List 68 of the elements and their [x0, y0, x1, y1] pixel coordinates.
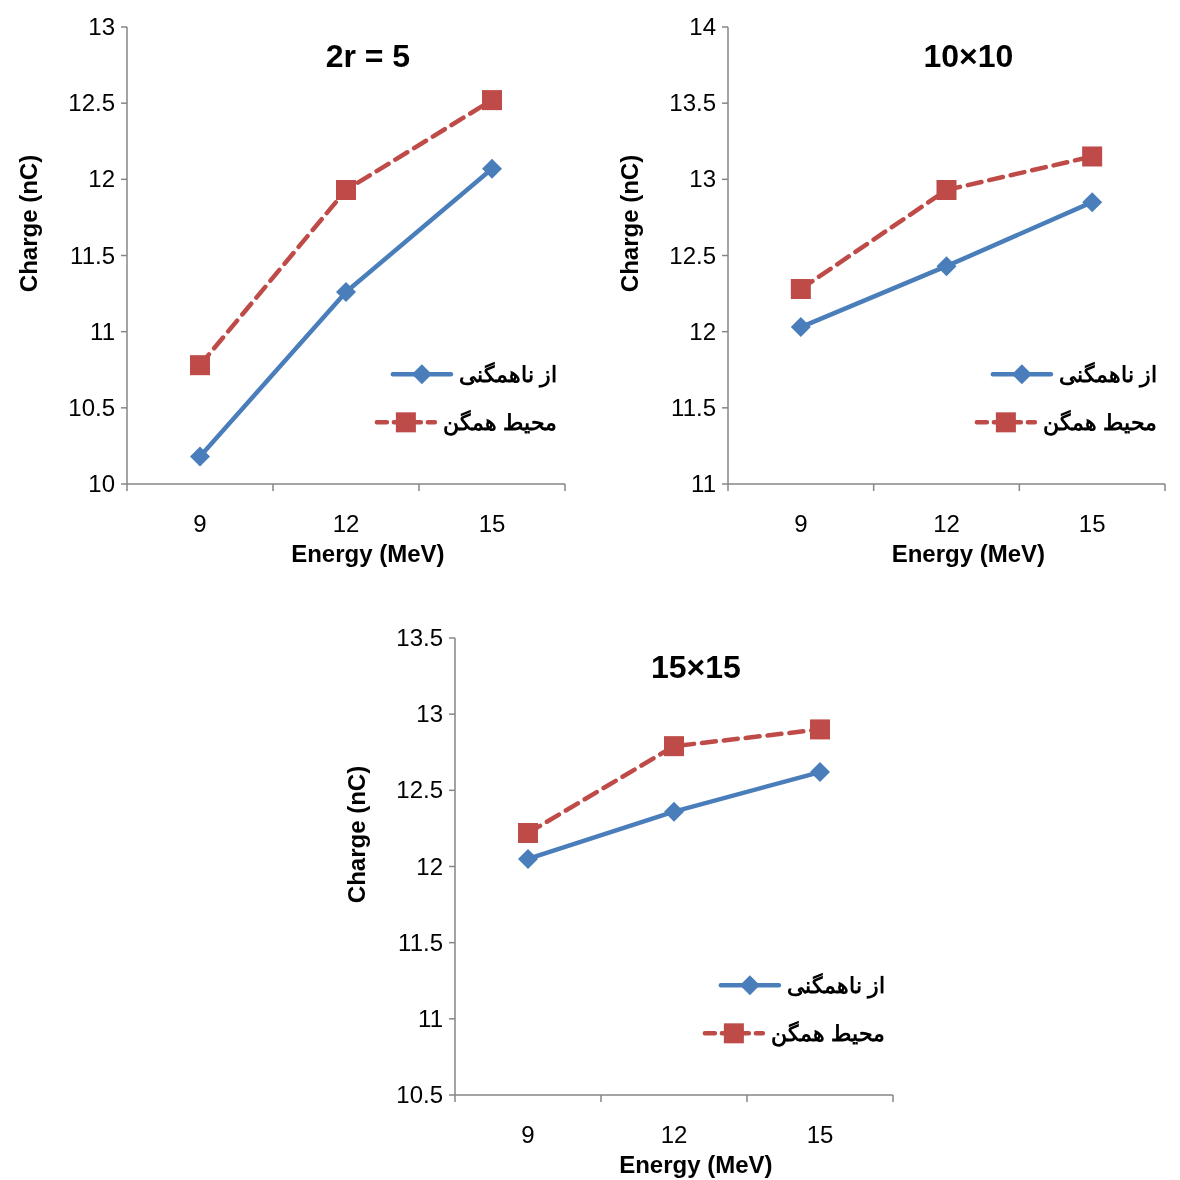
legend: محیط همگن: [702, 1021, 885, 1047]
y-tick-label: 12: [416, 852, 443, 880]
y-tick-label: 11: [90, 317, 115, 345]
y-tick-label: 13.5: [396, 624, 443, 651]
x-tick-label: 12: [933, 510, 960, 537]
point: [482, 158, 502, 179]
y-tick-label: 11: [691, 470, 716, 497]
x-tick-label: 9: [193, 510, 207, 537]
y-axis-title: Charge (nC): [15, 154, 42, 293]
legend: محیط همگن: [374, 410, 557, 436]
point: [1082, 146, 1103, 167]
y-tick-label: 13: [416, 700, 443, 728]
point: [936, 256, 957, 277]
x-tick-label: 15: [1078, 510, 1106, 537]
y-tick-label: 13: [88, 13, 115, 40]
point: [336, 180, 356, 200]
legend-label: از ناهمگنی: [458, 361, 557, 389]
legend: از ناهمگنی: [390, 362, 557, 388]
legend-label: از ناهمگنی: [786, 972, 885, 1000]
x-tick-label: 9: [521, 1121, 535, 1148]
point: [790, 317, 811, 338]
legend-label: محیط همگن: [1042, 409, 1157, 437]
point: [336, 282, 356, 303]
y-tick-label: 14: [689, 13, 716, 40]
y-tick-label: 12.5: [68, 89, 115, 117]
legend-label: محیط همگن: [442, 409, 557, 437]
x-tick-label: 9: [794, 510, 808, 537]
point: [664, 736, 684, 757]
y-axis-title: Charge (nC): [616, 154, 643, 293]
point: [790, 279, 811, 300]
y-tick-label: 12.5: [669, 241, 716, 269]
legend: محیط همگن: [974, 410, 1157, 436]
y-tick-label: 10.5: [68, 393, 115, 421]
y-tick-label: 12: [88, 165, 115, 193]
point: [810, 719, 830, 740]
y-tick-label: 13: [689, 165, 716, 193]
point: [518, 848, 538, 869]
y-tick-label: 13.5: [669, 89, 716, 117]
x-tick-label: 15: [478, 510, 506, 537]
point: [518, 822, 538, 843]
chart-title: 15×15: [650, 649, 741, 685]
y-tick-label: 11.5: [70, 241, 115, 269]
y-axis-title: Charge (nC): [343, 765, 370, 904]
y-tick-label: 11: [418, 1004, 443, 1032]
point: [1082, 192, 1103, 213]
x-tick-label: 12: [332, 510, 360, 537]
y-tick-label: 11.5: [398, 928, 443, 956]
chart-title: 2r = 5: [325, 38, 411, 74]
legend-label: محیط همگن: [770, 1020, 885, 1048]
point: [810, 762, 830, 783]
y-tick-label: 10: [88, 470, 115, 497]
chart-title: 10×10: [923, 38, 1014, 74]
point: [664, 801, 684, 822]
point: [482, 90, 502, 111]
point: [190, 446, 210, 467]
point: [936, 180, 957, 200]
legend: از ناهمگنی: [718, 973, 885, 999]
y-tick-label: 12.5: [396, 776, 443, 804]
legend: از ناهمگنی: [990, 362, 1157, 388]
y-tick-label: 12: [689, 317, 716, 345]
y-tick-label: 10.5: [396, 1081, 443, 1108]
x-axis-title: Energy (MeV): [891, 540, 1046, 567]
x-axis-title: Energy (MeV): [291, 540, 445, 567]
y-tick-label: 11.5: [671, 393, 716, 421]
x-tick-label: 15: [806, 1121, 834, 1148]
legend-label: از ناهمگنی: [1058, 361, 1157, 389]
x-axis-title: Energy (MeV): [619, 1151, 773, 1178]
point: [190, 355, 210, 376]
